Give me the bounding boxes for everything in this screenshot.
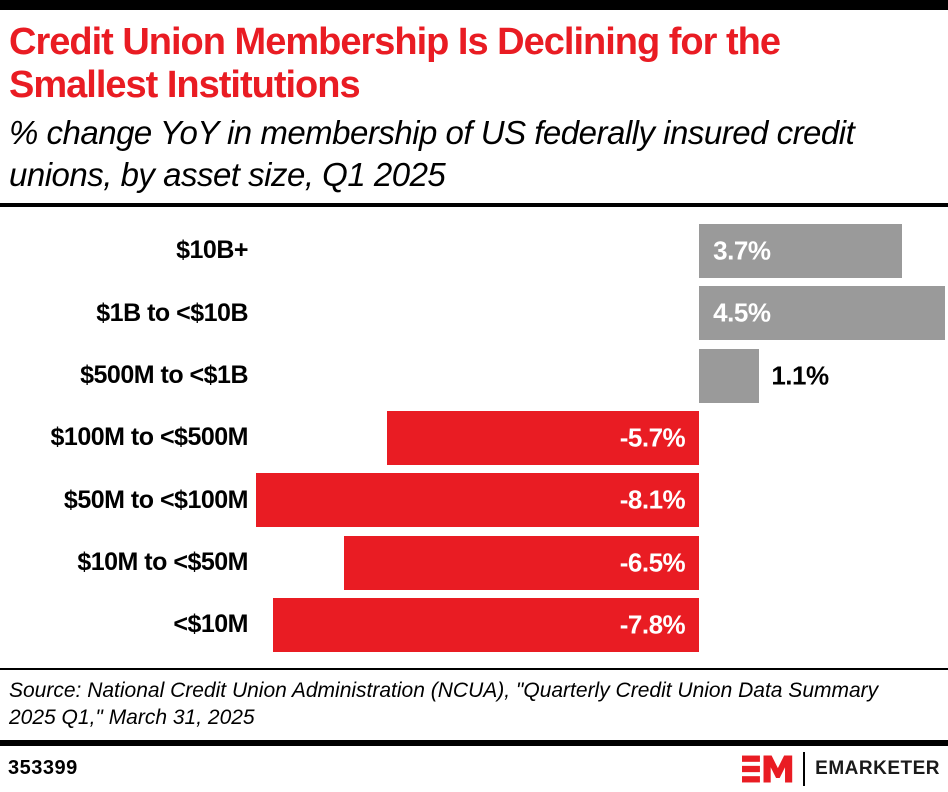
bar [256, 473, 700, 528]
bar-row: $100M to <$500M -5.7% [0, 410, 948, 465]
bar-row: $1B to <$10B 4.5% [0, 286, 948, 341]
chart-title: Credit Union Membership Is Declining for… [9, 21, 781, 106]
value-label: 4.5% [713, 297, 771, 328]
category-label: $50M to <$100M [63, 485, 249, 514]
bar-area: -5.7% [248, 410, 948, 465]
bar [387, 410, 700, 465]
top-accent-bar [0, 0, 948, 10]
bar [699, 348, 760, 403]
category-label: $500M to <$1B [80, 361, 248, 390]
value-label: -7.8% [619, 609, 686, 640]
value-label: -8.1% [619, 484, 686, 515]
bar-area: -6.5% [248, 535, 948, 590]
footer-divider [0, 739, 948, 746]
footer: 353399 EMARKETER [0, 746, 948, 792]
value-label: 1.1% [771, 360, 829, 391]
bar-area: 3.7% [248, 223, 948, 278]
category-label: <$10M [173, 610, 248, 639]
bar-row: $10B+ 3.7% [0, 223, 948, 278]
bar-row: $10M to <$50M -6.5% [0, 535, 948, 590]
emarketer-monogram-icon [742, 755, 793, 782]
bar [272, 597, 700, 652]
bar-row: <$10M -7.8% [0, 597, 948, 652]
chart-id: 353399 [8, 757, 78, 779]
emarketer-logo: EMARKETER [742, 751, 940, 786]
header-divider [0, 202, 948, 207]
emarketer-wordmark: EMARKETER [815, 757, 940, 779]
category-label: $100M to <$500M [50, 423, 249, 452]
bar [343, 535, 700, 590]
bar-area: -8.1% [248, 473, 948, 528]
category-label: $10B+ [176, 236, 248, 265]
value-label: 3.7% [713, 235, 771, 266]
value-label: -5.7% [619, 422, 686, 453]
category-label: $10M to <$50M [77, 548, 248, 577]
bar-area: -7.8% [248, 597, 948, 652]
logo-divider [803, 751, 806, 786]
bar [699, 286, 946, 341]
chart-subtitle: % change YoY in membership of US federal… [9, 114, 855, 193]
bar-row: $500M to <$1B 1.1% [0, 348, 948, 403]
bar-row: $50M to <$100M -8.1% [0, 473, 948, 528]
source-divider [0, 667, 948, 670]
value-label: -6.5% [619, 547, 686, 578]
bar-chart: $10B+ 3.7% $1B to <$10B 4.5% $500M to <$1B 1.… [0, 207, 948, 668]
bar [699, 223, 902, 278]
bar-area: 4.5% [248, 286, 948, 341]
source-note: Source: National Credit Union Administra… [9, 678, 879, 730]
category-label: $1B to <$10B [96, 298, 248, 327]
header: Credit Union Membership Is Declining for… [0, 10, 948, 196]
bar-area: 1.1% [248, 348, 948, 403]
